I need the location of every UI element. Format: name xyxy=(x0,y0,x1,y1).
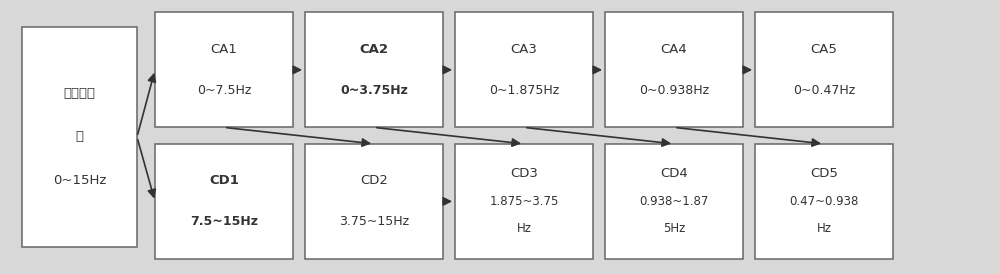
Text: Hz: Hz xyxy=(817,222,832,235)
FancyBboxPatch shape xyxy=(155,12,293,127)
FancyBboxPatch shape xyxy=(605,12,743,127)
Text: CA4: CA4 xyxy=(661,43,687,56)
FancyBboxPatch shape xyxy=(305,12,443,127)
Text: 1.875~3.75: 1.875~3.75 xyxy=(489,195,559,208)
FancyBboxPatch shape xyxy=(22,27,137,247)
Text: CD2: CD2 xyxy=(360,174,388,187)
Text: 0~7.5Hz: 0~7.5Hz xyxy=(197,84,251,97)
Text: CD3: CD3 xyxy=(510,167,538,181)
Text: 0~0.938Hz: 0~0.938Hz xyxy=(639,84,709,97)
FancyBboxPatch shape xyxy=(455,144,593,259)
FancyBboxPatch shape xyxy=(305,144,443,259)
Text: 0.47~0.938: 0.47~0.938 xyxy=(789,195,859,208)
Text: CA5: CA5 xyxy=(811,43,837,56)
FancyBboxPatch shape xyxy=(155,144,293,259)
FancyBboxPatch shape xyxy=(455,12,593,127)
Text: 初始脉搋: 初始脉搋 xyxy=(64,87,96,100)
FancyBboxPatch shape xyxy=(755,12,893,127)
FancyBboxPatch shape xyxy=(755,144,893,259)
Text: CD5: CD5 xyxy=(810,167,838,181)
Text: Hz: Hz xyxy=(516,222,532,235)
Text: CA1: CA1 xyxy=(211,43,237,56)
Text: 波: 波 xyxy=(76,130,84,144)
FancyBboxPatch shape xyxy=(605,144,743,259)
Text: 0~1.875Hz: 0~1.875Hz xyxy=(489,84,559,97)
Text: 0.938~1.87: 0.938~1.87 xyxy=(639,195,709,208)
Text: 3.75~15Hz: 3.75~15Hz xyxy=(339,215,409,229)
Text: CA3: CA3 xyxy=(511,43,537,56)
Text: 0~3.75Hz: 0~3.75Hz xyxy=(340,84,408,97)
Text: 5Hz: 5Hz xyxy=(663,222,685,235)
Text: CD4: CD4 xyxy=(660,167,688,181)
Text: 0~0.47Hz: 0~0.47Hz xyxy=(793,84,855,97)
Text: 7.5~15Hz: 7.5~15Hz xyxy=(190,215,258,229)
Text: 0~15Hz: 0~15Hz xyxy=(53,174,106,187)
Text: CD1: CD1 xyxy=(209,174,239,187)
Text: CA2: CA2 xyxy=(360,43,388,56)
